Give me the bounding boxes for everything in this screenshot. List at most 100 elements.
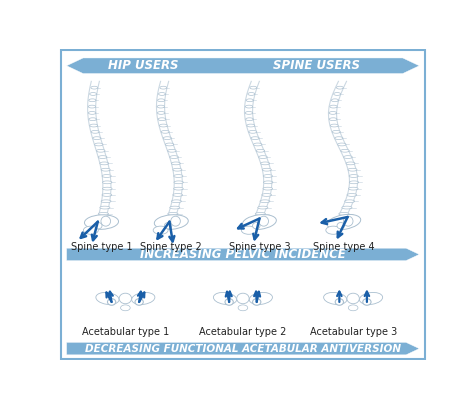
Ellipse shape xyxy=(238,305,248,311)
Ellipse shape xyxy=(337,222,345,229)
Ellipse shape xyxy=(260,200,270,202)
Ellipse shape xyxy=(108,299,116,305)
Ellipse shape xyxy=(258,206,268,209)
Ellipse shape xyxy=(327,214,361,230)
Ellipse shape xyxy=(170,156,178,158)
Text: Spine type 3: Spine type 3 xyxy=(228,242,290,252)
Ellipse shape xyxy=(332,130,340,133)
Ellipse shape xyxy=(89,118,97,121)
Text: Spine type 2: Spine type 2 xyxy=(140,242,202,252)
Ellipse shape xyxy=(237,293,249,304)
Text: INCREASING PELVIC INCIDENCE: INCREASING PELVIC INCIDENCE xyxy=(140,248,346,261)
Ellipse shape xyxy=(246,118,253,121)
Ellipse shape xyxy=(259,156,267,158)
Ellipse shape xyxy=(163,137,172,140)
Ellipse shape xyxy=(331,99,338,102)
Ellipse shape xyxy=(247,124,255,127)
Ellipse shape xyxy=(344,216,353,226)
Ellipse shape xyxy=(102,175,111,177)
Ellipse shape xyxy=(348,187,358,190)
Ellipse shape xyxy=(119,293,132,304)
Polygon shape xyxy=(66,58,419,74)
Ellipse shape xyxy=(330,124,338,127)
Ellipse shape xyxy=(341,149,349,152)
Ellipse shape xyxy=(262,194,272,196)
Ellipse shape xyxy=(102,181,112,184)
Ellipse shape xyxy=(346,162,355,165)
Ellipse shape xyxy=(342,206,352,209)
Ellipse shape xyxy=(246,99,254,102)
Ellipse shape xyxy=(349,175,358,177)
Ellipse shape xyxy=(329,118,337,121)
Ellipse shape xyxy=(349,181,359,184)
Ellipse shape xyxy=(253,299,261,305)
Ellipse shape xyxy=(96,292,119,305)
Ellipse shape xyxy=(335,137,343,140)
Ellipse shape xyxy=(161,130,169,133)
Text: Acetabular type 1: Acetabular type 1 xyxy=(82,327,169,337)
Ellipse shape xyxy=(158,118,166,121)
Text: Acetabular type 2: Acetabular type 2 xyxy=(199,327,287,337)
Ellipse shape xyxy=(157,105,164,108)
Ellipse shape xyxy=(100,206,110,209)
Ellipse shape xyxy=(246,105,253,108)
Ellipse shape xyxy=(173,175,183,177)
Ellipse shape xyxy=(363,299,371,305)
Ellipse shape xyxy=(337,143,346,146)
Ellipse shape xyxy=(241,226,256,234)
Ellipse shape xyxy=(89,99,96,102)
Ellipse shape xyxy=(249,292,273,305)
Ellipse shape xyxy=(91,86,98,89)
Ellipse shape xyxy=(95,222,102,229)
Ellipse shape xyxy=(96,149,105,152)
Ellipse shape xyxy=(173,187,183,190)
Ellipse shape xyxy=(253,222,260,229)
Ellipse shape xyxy=(160,86,167,89)
Ellipse shape xyxy=(102,187,112,190)
Ellipse shape xyxy=(225,299,233,305)
Ellipse shape xyxy=(135,299,143,305)
Ellipse shape xyxy=(243,215,276,230)
Ellipse shape xyxy=(255,213,265,215)
Ellipse shape xyxy=(165,143,174,146)
Ellipse shape xyxy=(164,222,172,229)
Ellipse shape xyxy=(261,162,270,165)
Ellipse shape xyxy=(173,194,182,196)
Ellipse shape xyxy=(262,168,271,171)
Ellipse shape xyxy=(153,226,168,234)
Ellipse shape xyxy=(329,111,337,114)
Ellipse shape xyxy=(93,137,101,140)
Ellipse shape xyxy=(83,226,98,234)
Ellipse shape xyxy=(88,111,96,114)
Ellipse shape xyxy=(101,200,111,202)
Ellipse shape xyxy=(157,111,165,114)
Ellipse shape xyxy=(84,215,118,229)
Polygon shape xyxy=(66,342,419,355)
Ellipse shape xyxy=(172,162,180,165)
Ellipse shape xyxy=(155,215,188,230)
Ellipse shape xyxy=(249,130,257,133)
Ellipse shape xyxy=(339,213,349,215)
Ellipse shape xyxy=(330,105,337,108)
Ellipse shape xyxy=(90,124,98,127)
Ellipse shape xyxy=(345,200,355,202)
Ellipse shape xyxy=(326,226,341,234)
Ellipse shape xyxy=(256,149,264,152)
Ellipse shape xyxy=(348,168,357,171)
Ellipse shape xyxy=(170,206,180,209)
Ellipse shape xyxy=(102,194,112,196)
Polygon shape xyxy=(66,248,419,261)
Ellipse shape xyxy=(101,168,110,171)
Ellipse shape xyxy=(348,305,358,311)
Ellipse shape xyxy=(88,105,96,108)
Ellipse shape xyxy=(90,93,97,95)
Ellipse shape xyxy=(168,213,178,215)
Ellipse shape xyxy=(250,86,257,89)
Ellipse shape xyxy=(157,99,164,102)
Ellipse shape xyxy=(171,216,180,226)
Ellipse shape xyxy=(91,130,99,133)
Ellipse shape xyxy=(324,292,347,305)
Text: HIP USERS: HIP USERS xyxy=(109,59,179,72)
Ellipse shape xyxy=(132,292,155,305)
Ellipse shape xyxy=(254,143,262,146)
